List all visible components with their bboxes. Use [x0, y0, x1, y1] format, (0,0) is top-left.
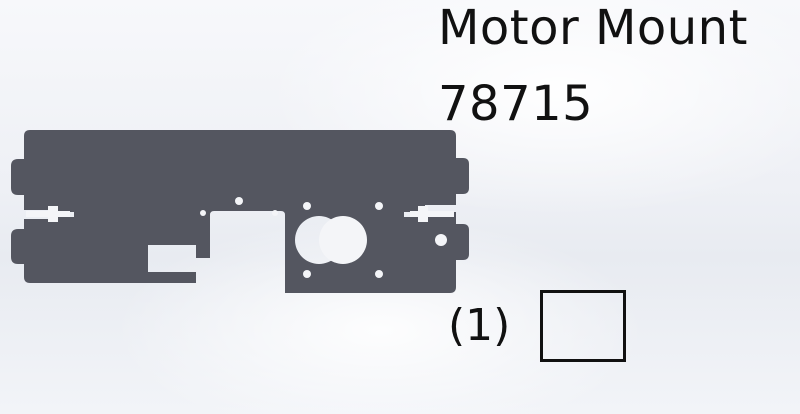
- quantity-label: (1): [448, 300, 511, 351]
- motor-shaft-hole: [319, 216, 367, 264]
- mounting-hole: [272, 210, 278, 216]
- mounting-hole: [235, 197, 243, 205]
- mounting-hole: [435, 234, 447, 246]
- slot-right-notch: [418, 206, 428, 222]
- mounting-hole: [200, 210, 206, 216]
- mounting-hole: [303, 270, 311, 278]
- slot-left-notch: [48, 206, 58, 222]
- quantity-checkbox[interactable]: [540, 290, 626, 362]
- mounting-hole: [375, 202, 383, 210]
- mounting-hole: [375, 270, 383, 278]
- motor-mount-plate: [11, 130, 469, 293]
- part-number: 78715: [438, 76, 594, 132]
- slot-right: [410, 211, 454, 217]
- part-name: Motor Mount: [438, 0, 748, 56]
- mounting-holes: [200, 197, 447, 278]
- mounting-hole: [303, 202, 311, 210]
- slot-keyholes: [26, 206, 454, 222]
